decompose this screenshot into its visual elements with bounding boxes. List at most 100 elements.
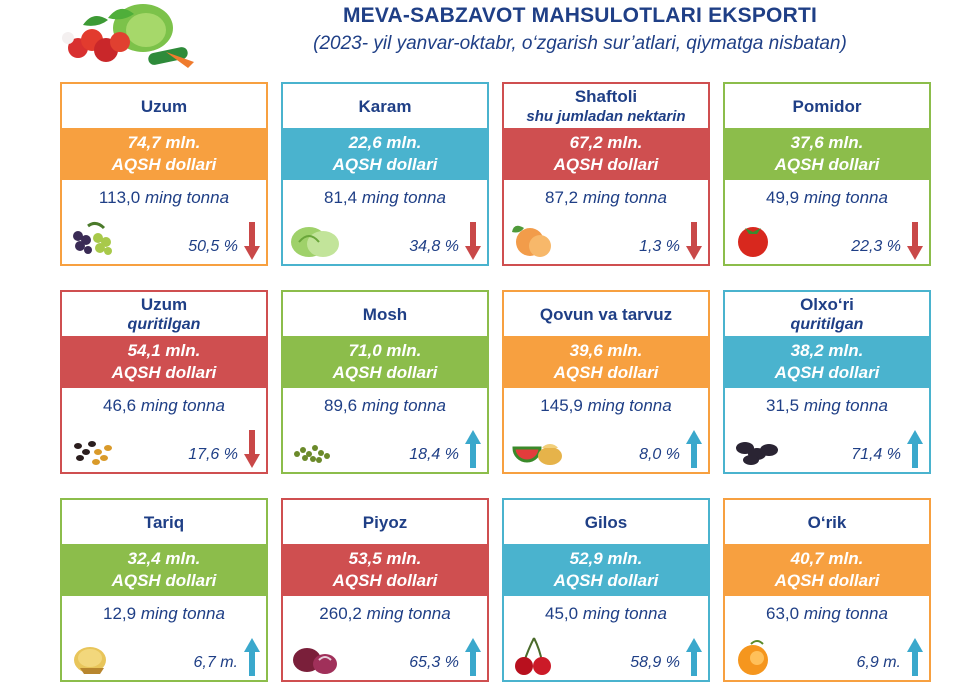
value-currency: AQSH dollari	[774, 571, 880, 590]
change-percent: 22,3 %	[851, 238, 901, 255]
melon-icon	[512, 444, 562, 465]
card-title: Uzum	[140, 97, 188, 116]
card-title: Shaftoli	[574, 87, 638, 106]
card-title: Karam	[358, 97, 412, 116]
grapes-icon	[73, 221, 112, 255]
value-amount: 22,6 mln.	[348, 133, 422, 152]
value-currency: AQSH dollari	[332, 363, 438, 382]
raisins-icon	[74, 441, 112, 465]
card-quantity: 46,6 ming tonna	[62, 396, 266, 416]
card-value: 52,9 mln. AQSH dollari	[504, 544, 708, 596]
card-value: 53,5 mln. AQSH dollari	[283, 544, 487, 596]
value-currency: AQSH dollari	[111, 155, 217, 174]
card-quantity: 45,0 ming tonna	[504, 604, 708, 624]
quantity-number: 31,5	[766, 396, 800, 415]
value-amount: 52,9 mln.	[569, 549, 643, 568]
card-value: 37,6 mln. AQSH dollari	[725, 128, 929, 180]
card-piyoz: Piyoz 53,5 mln. AQSH dollari 260,2 ming t…	[281, 498, 489, 682]
quantity-number: 260,2	[319, 604, 362, 623]
quantity-unit: ming tonna	[582, 604, 667, 623]
change-percent: 8,0 %	[639, 446, 680, 463]
quantity-number: 81,4	[324, 188, 358, 207]
change-percent: 6,7 m.	[193, 654, 238, 671]
card-value: 71,0 mln. AQSH dollari	[283, 336, 487, 388]
value-amount: 67,2 mln.	[569, 133, 643, 152]
card-name: Uzum quritilgan	[62, 292, 266, 338]
card-value: 38,2 mln. AQSH dollari	[725, 336, 929, 388]
card-shaftoli: Shaftoli shu jumladan nektarin 67,2 mln. A…	[502, 82, 710, 266]
value-currency: AQSH dollari	[332, 571, 438, 590]
arrow-up-icon	[244, 638, 260, 676]
value-amount: 37,6 mln.	[790, 133, 864, 152]
value-amount: 74,7 mln.	[127, 133, 201, 152]
card-name: Piyoz	[283, 500, 487, 546]
arrow-down-icon	[907, 222, 923, 260]
card-title: Qovun va tarvuz	[539, 305, 673, 324]
card-name: Uzum	[62, 84, 266, 130]
card-subtitle: quritilgan	[790, 316, 864, 333]
quantity-unit: ming tonna	[803, 396, 888, 415]
change-percent: 1,3 %	[639, 238, 680, 255]
quantity-number: 63,0	[766, 604, 800, 623]
card-title: Piyoz	[362, 513, 408, 532]
mung-bean-icon	[294, 445, 330, 463]
card-name: Karam	[283, 84, 487, 130]
onion-icon	[293, 648, 337, 674]
card-name: Gilos	[504, 500, 708, 546]
card-title: Gilos	[584, 513, 628, 532]
card-pomidor: Pomidor 37,6 mln. AQSH dollari 49,9 ming …	[723, 82, 931, 266]
arrow-down-icon	[244, 430, 260, 468]
quantity-number: 49,9	[766, 188, 800, 207]
card-gilos: Gilos 52,9 mln. AQSH dollari 45,0 ming to…	[502, 498, 710, 682]
value-currency: AQSH dollari	[774, 363, 880, 382]
value-currency: AQSH dollari	[111, 363, 217, 382]
tomato-icon	[738, 227, 768, 257]
quantity-unit: ming tonna	[361, 396, 446, 415]
quantity-unit: ming tonna	[361, 188, 446, 207]
arrow-up-icon	[686, 638, 702, 676]
quantity-number: 45,0	[545, 604, 579, 623]
change-percent: 18,4 %	[409, 446, 459, 463]
card-quantity: 89,6 ming tonna	[283, 396, 487, 416]
millet-icon	[74, 647, 106, 674]
apricot-icon	[738, 640, 768, 675]
quantity-unit: ming tonna	[140, 604, 225, 623]
value-amount: 71,0 mln.	[348, 341, 422, 360]
change-percent: 71,4 %	[851, 446, 901, 463]
value-currency: AQSH dollari	[774, 155, 880, 174]
prunes-icon	[736, 442, 778, 465]
card-quantity: 49,9 ming tonna	[725, 188, 929, 208]
card-value: 40,7 mln. AQSH dollari	[725, 544, 929, 596]
card-value: 67,2 mln. AQSH dollari	[504, 128, 708, 180]
value-currency: AQSH dollari	[553, 363, 659, 382]
change-percent: 34,8 %	[409, 238, 459, 255]
value-currency: AQSH dollari	[111, 571, 217, 590]
quantity-number: 113,0	[98, 188, 141, 207]
peach-icon	[512, 225, 551, 257]
page-title: MEVA-SABZAVOT MAHSULOTLARI EKSPORTI	[342, 4, 818, 27]
card-quantity: 31,5 ming tonna	[725, 396, 929, 416]
arrow-up-icon	[907, 430, 923, 468]
value-amount: 54,1 mln.	[127, 341, 201, 360]
page-subtitle: (2023- yil yanvar-oktabr, o‘zgarish sur’…	[313, 33, 847, 54]
value-amount: 38,2 mln.	[790, 341, 864, 360]
change-percent: 58,9 %	[630, 654, 680, 671]
cabbage-icon	[291, 227, 339, 257]
card-name: Shaftoli shu jumladan nektarin	[504, 84, 708, 130]
value-amount: 40,7 mln.	[790, 549, 864, 568]
change-percent: 65,3 %	[409, 654, 459, 671]
card-name: Mosh	[283, 292, 487, 338]
card-value: 22,6 mln. AQSH dollari	[283, 128, 487, 180]
card-title: Uzum	[140, 295, 188, 314]
card-orik: O‘rik 40,7 mln. AQSH dollari 63,0 ming to…	[723, 498, 931, 682]
quantity-number: 89,6	[324, 396, 358, 415]
card-value: 39,6 mln. AQSH dollari	[504, 336, 708, 388]
card-tariq: Tariq 32,4 mln. AQSH dollari 12,9 ming to…	[60, 498, 268, 682]
arrow-up-icon	[465, 430, 481, 468]
value-amount: 39,6 mln.	[569, 341, 643, 360]
arrow-down-icon	[244, 222, 260, 260]
card-subtitle: shu jumladan nektarin	[526, 108, 686, 125]
change-percent: 50,5 %	[188, 238, 238, 255]
quantity-unit: ming tonna	[803, 604, 888, 623]
arrow-up-icon	[465, 638, 481, 676]
